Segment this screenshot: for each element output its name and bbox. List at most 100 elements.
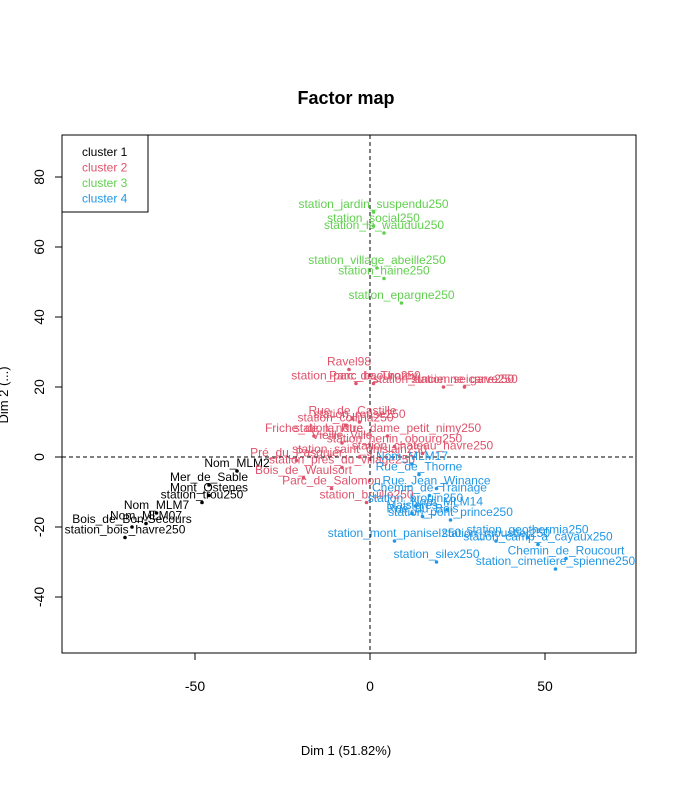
data-point (343, 423, 348, 428)
data-point-label: Ravel98 (327, 355, 371, 369)
data-point-label: station_bruille250 (319, 488, 413, 502)
data-point-label: Chemin_de_Roucourt (508, 544, 625, 558)
data-point (357, 455, 362, 459)
data-point (417, 472, 421, 477)
data-point (312, 434, 316, 438)
data-point (448, 518, 453, 522)
data-point (371, 210, 376, 214)
data-point (371, 381, 376, 386)
data-point (235, 469, 239, 473)
data-point (144, 521, 148, 526)
data-point-label: Friche_de_la_Rue (265, 421, 363, 435)
data-point-label: Rue_de_Thorne (376, 460, 463, 474)
data-point (294, 458, 299, 463)
data-point-label: station_notre_dame_petit_nimy250 (294, 421, 482, 435)
y-tick-label: 80 (31, 169, 47, 185)
data-point (357, 420, 362, 424)
x-axis-title: Dim 1 (51.82%) (301, 743, 391, 758)
data-point (375, 266, 379, 270)
data-point-label: Maisieres (386, 498, 437, 512)
data-point-label: Rue_Jean_Winance (382, 474, 490, 488)
legend-box (61, 134, 149, 213)
data-point (392, 444, 397, 449)
data-point-label: Mont_Ostenes (170, 481, 248, 495)
data-point (350, 416, 355, 421)
data-point (364, 500, 369, 505)
y-tick-label: 60 (31, 239, 47, 255)
data-point (385, 434, 390, 438)
data-point-label: station_mont_panisel250 (328, 526, 462, 540)
y-axis-title: Dim 2 (...) (0, 366, 11, 423)
data-point (123, 535, 127, 540)
data-point (154, 511, 159, 515)
data-point-label: station_le_wauduu250 (324, 218, 444, 232)
legend-item: cluster 2 (82, 161, 128, 175)
data-point-label: Nom_MLM17 (376, 449, 448, 463)
data-point (445, 507, 449, 512)
data-point-label: station_brouin250 (368, 491, 464, 505)
y-tick-label: 20 (31, 379, 47, 395)
data-point-label: station_ancienne_gare250 (373, 372, 515, 386)
data-point-label: station_cimetiere_spienne250 (476, 554, 636, 568)
data-point (536, 542, 540, 547)
data-point (354, 381, 358, 386)
data-point-label: station_geothermia250 (466, 523, 588, 537)
data-point (207, 493, 211, 498)
data-point (301, 476, 306, 480)
data-point-label: Nom_MLM7 (124, 498, 190, 512)
data-point-label: Mer_de_Sable (170, 470, 248, 484)
data-point (347, 367, 351, 372)
y-tick-label: -40 (31, 587, 47, 607)
data-point-label: station_henin_obourg250 (327, 432, 463, 446)
data-point-label: station_village_abeille250 (308, 253, 446, 267)
y-tick-label: 40 (31, 309, 47, 325)
data-point (564, 556, 568, 561)
data-point-label: station_moustier250 (442, 526, 550, 540)
data-point-label: station_social250 (327, 211, 420, 225)
data-point-label: station_camp_a_cayaux250 (463, 530, 613, 544)
chart-title: Factor map (297, 88, 394, 108)
data-point (420, 514, 425, 519)
data-point (413, 504, 418, 508)
data-point-label: station_trou250 (161, 488, 244, 502)
data-point-label: Nom_MLM14 (411, 495, 483, 509)
plot-frame (61, 134, 637, 654)
x-tick-label: 0 (366, 678, 374, 694)
data-point (329, 486, 334, 491)
data-point-label: Parc_de_Salomon (282, 474, 381, 488)
data-point-label: station_ronse250 (313, 407, 405, 421)
data-point (420, 451, 425, 456)
data-point (340, 465, 344, 470)
legend-item: cluster 4 (82, 192, 128, 206)
data-point (427, 493, 432, 498)
data-point (399, 301, 404, 305)
data-point-label: station_saint_ghislain250 (292, 442, 427, 456)
data-point (382, 276, 386, 281)
data-point-label: station_chateau_havre250 (352, 439, 494, 453)
data-point-label: Chemin_de_Trainage (372, 481, 487, 495)
data-point (553, 567, 558, 571)
data-point-label: station_parc_baouro250 (291, 369, 421, 383)
data-point-label: station_bois_havre250 (65, 523, 186, 537)
data-point (410, 462, 414, 466)
data-point-label: station_jardin_suspendu250 (298, 197, 448, 211)
data-point-label: station_epargne250 (348, 288, 454, 302)
data-point (382, 231, 386, 235)
data-point (200, 500, 204, 505)
data-point-label: Rue_du_Bois (386, 502, 458, 516)
data-point (525, 535, 530, 540)
data-point-label: Nom_MLM07 (110, 509, 182, 523)
data-point-label: station_seicarve250 (411, 372, 518, 386)
data-point (441, 385, 446, 389)
data-point (494, 539, 498, 543)
data-point-label: Vieille_Ville (312, 428, 373, 442)
data-point (434, 560, 439, 564)
data-point (371, 224, 376, 228)
data-point (130, 525, 134, 529)
data-point (462, 385, 467, 389)
data-point-label: Nom_MLM2 (204, 456, 270, 470)
x-tick-label: 50 (537, 678, 553, 694)
data-point (410, 511, 414, 515)
data-point-label: Bois_de_Waulsort (255, 463, 353, 477)
